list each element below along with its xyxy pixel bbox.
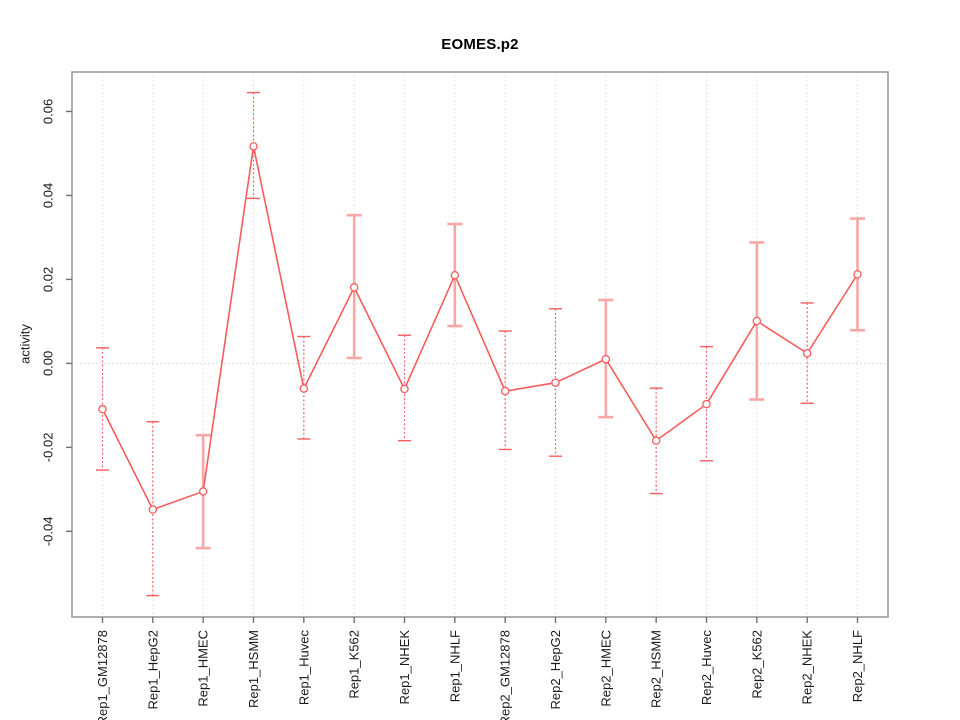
x-tick-label: Rep1_HSMM bbox=[246, 630, 261, 708]
y-tick-label: -0.02 bbox=[41, 433, 56, 463]
x-tick-label: Rep1_NHLF bbox=[447, 630, 462, 702]
chart-title: EOMES.p2 bbox=[441, 36, 519, 53]
x-tick-label: Rep2_Huvec bbox=[699, 630, 714, 706]
y-tick-label: 0.00 bbox=[41, 351, 56, 376]
x-tick-label: Rep2_GM12878 bbox=[498, 630, 513, 720]
data-point bbox=[702, 399, 711, 409]
y-tick-label: -0.04 bbox=[41, 517, 56, 547]
data-point bbox=[651, 436, 661, 445]
data-point bbox=[148, 505, 158, 514]
y-tick-label: 0.02 bbox=[41, 267, 56, 292]
data-point bbox=[349, 283, 359, 292]
x-tick-label: Rep1_HepG2 bbox=[145, 630, 160, 710]
x-tick-label: Rep2_HMEC bbox=[598, 630, 613, 707]
y-tick-label: 0.06 bbox=[41, 99, 56, 124]
data-point bbox=[802, 349, 812, 358]
y-tick-label: 0.04 bbox=[41, 183, 56, 208]
x-tick-label: Rep2_NHEK bbox=[800, 630, 815, 705]
data-point bbox=[500, 386, 510, 396]
data-point bbox=[752, 316, 762, 326]
data-point bbox=[450, 270, 460, 280]
data-point bbox=[853, 270, 862, 279]
x-tick-label: Rep2_HepG2 bbox=[548, 630, 563, 710]
data-point bbox=[299, 384, 309, 393]
x-tick-label: Rep1_HMEC bbox=[196, 630, 211, 707]
data-point bbox=[98, 404, 107, 414]
x-tick-label: Rep1_NHEK bbox=[397, 630, 412, 705]
data-point bbox=[551, 378, 560, 387]
x-tick-label: Rep1_K562 bbox=[347, 630, 362, 699]
x-tick-label: Rep1_Huvec bbox=[296, 630, 311, 706]
data-point bbox=[601, 354, 611, 364]
data-point bbox=[249, 142, 258, 151]
plot-frame bbox=[71, 71, 889, 618]
x-tick-label: Rep2_HSMM bbox=[649, 630, 664, 708]
series-line bbox=[101, 146, 859, 511]
data-point bbox=[198, 487, 208, 496]
x-tick-label: Rep2_NHLF bbox=[850, 630, 865, 702]
data-point bbox=[400, 384, 409, 394]
x-tick-label: Rep1_GM12878 bbox=[95, 630, 110, 720]
x-tick-label: Rep2_K562 bbox=[749, 630, 764, 699]
